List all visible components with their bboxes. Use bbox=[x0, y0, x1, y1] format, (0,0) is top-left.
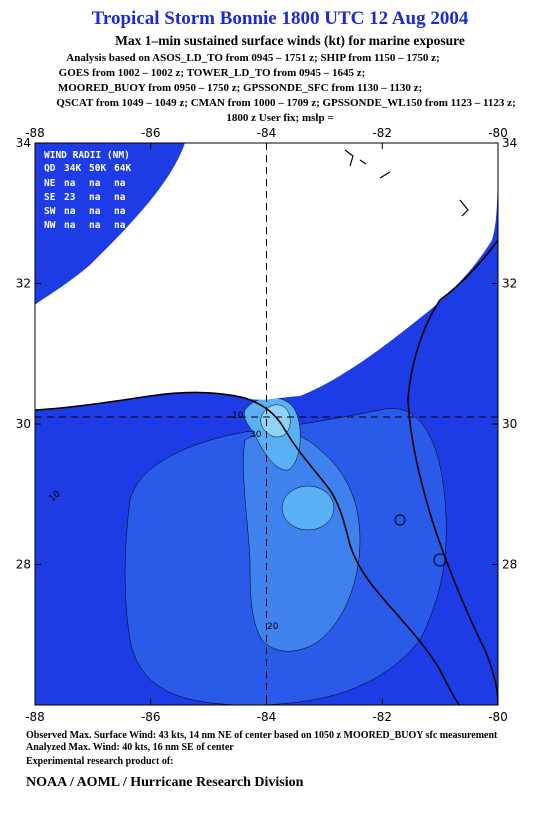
analysis-line: QSCAT from 1049 – 1049 z; CMAN from 1000… bbox=[56, 97, 515, 109]
x-tick-label: -88 bbox=[25, 710, 45, 724]
coastline bbox=[407, 239, 498, 705]
y-tick-label: 34 bbox=[16, 136, 31, 150]
x-tick-label: -86 bbox=[141, 126, 161, 140]
lake bbox=[433, 553, 447, 567]
analysis-line: 1800 z User fix; mslp = bbox=[226, 112, 333, 124]
wind-radii-header: QD bbox=[44, 163, 56, 174]
x-tick-label: -82 bbox=[372, 126, 392, 140]
coastline bbox=[35, 391, 461, 705]
wind-radii-cell: na bbox=[114, 178, 126, 189]
analysis-line: MOORED_BUOY from 0950 – 1750 z; GPSSONDE… bbox=[58, 82, 422, 94]
y-tick-label: 28 bbox=[502, 558, 517, 572]
wind-radii-cell: na bbox=[89, 206, 101, 217]
contour-label: 10 bbox=[232, 411, 244, 421]
x-tick-label: -80 bbox=[488, 710, 508, 724]
contour-20 bbox=[243, 431, 361, 652]
contour-label: 20 bbox=[267, 622, 279, 632]
x-tick-label: -84 bbox=[257, 710, 277, 724]
footer-analyzed: Analyzed Max. Wind: 40 kts, 16 nm SE of … bbox=[26, 742, 234, 753]
wind-radii-cell: na bbox=[89, 178, 101, 189]
lake bbox=[394, 514, 406, 526]
y-tick-label: 28 bbox=[16, 558, 31, 572]
wind-radii-table: QD 34K 50K 64K NE na na na SE 23 na na SW na na na NW na n… bbox=[44, 163, 131, 231]
subtitle: Max 1–min sustained surface winds (kt) f… bbox=[115, 33, 465, 48]
wind-radii-cell: na bbox=[64, 220, 76, 231]
x-tick-label: -88 bbox=[25, 126, 45, 140]
analysis-line: GOES from 1002 – 1002 z; TOWER_LD_TO fro… bbox=[59, 67, 366, 79]
lakes bbox=[344, 149, 469, 217]
x-tick-label: -84 bbox=[257, 126, 277, 140]
footer-observed: Observed Max. Surface Wind: 43 kts, 14 n… bbox=[26, 730, 498, 741]
y-tick-label: 34 bbox=[502, 136, 517, 150]
y-tick-label: 30 bbox=[16, 417, 31, 431]
x-tick-label: -82 bbox=[372, 710, 392, 724]
axis-ticks: -88 -88 -86 -86 -84 -84 -82 -82 -80 -80 28 28 30 30 32… bbox=[16, 126, 518, 724]
wind-radii-cell: na bbox=[114, 192, 126, 203]
wind-radii-cell: NW bbox=[44, 220, 56, 231]
analysis-line: Analysis based on ASOS_LD_TO from 0945 –… bbox=[66, 52, 439, 64]
y-tick-label: 30 bbox=[502, 417, 517, 431]
wind-radii-cell: na bbox=[64, 206, 76, 217]
footer-organization: NOAA / AOML / Hurricane Research Divisio… bbox=[26, 775, 304, 790]
contour-40 bbox=[260, 404, 291, 438]
wind-radii-header: 34K bbox=[64, 163, 81, 174]
x-tick-label: -80 bbox=[488, 126, 508, 140]
footer-product: Experimental research product of: bbox=[26, 756, 173, 767]
wind-radii-cell: na bbox=[64, 178, 76, 189]
wind-radii-cell: SE bbox=[44, 192, 56, 203]
contour-label: 30 bbox=[250, 430, 262, 440]
wind-radii-cell: na bbox=[89, 220, 101, 231]
wind-radii: WIND RADII (NM) QD 34K 50K 64K NE na na na SE 23 n… bbox=[44, 150, 131, 231]
wind-radii-cell: na bbox=[89, 192, 101, 203]
wind-radii-cell: na bbox=[114, 220, 126, 231]
wind-radii-header: 50K bbox=[89, 163, 106, 174]
wind-radii-cell: na bbox=[114, 206, 126, 217]
wind-radii-header: 64K bbox=[114, 163, 131, 174]
wind-radii-cell: 23 bbox=[64, 192, 76, 203]
contour-30 bbox=[281, 485, 335, 531]
map: WIND RADII (NM) QD 34K 50K 64K NE na na na SE 23 n… bbox=[35, 143, 498, 705]
y-tick-label: 32 bbox=[502, 277, 517, 291]
wind-radii-cell: NE bbox=[44, 178, 56, 189]
wind-radii-title: WIND RADII (NM) bbox=[44, 150, 130, 161]
center-lines bbox=[35, 143, 498, 705]
y-tick-label: 32 bbox=[16, 277, 31, 291]
wind-radii-cell: SW bbox=[44, 206, 56, 217]
x-tick-label: -86 bbox=[141, 710, 161, 724]
title: Tropical Storm Bonnie 1800 UTC 12 Aug 20… bbox=[92, 8, 469, 29]
